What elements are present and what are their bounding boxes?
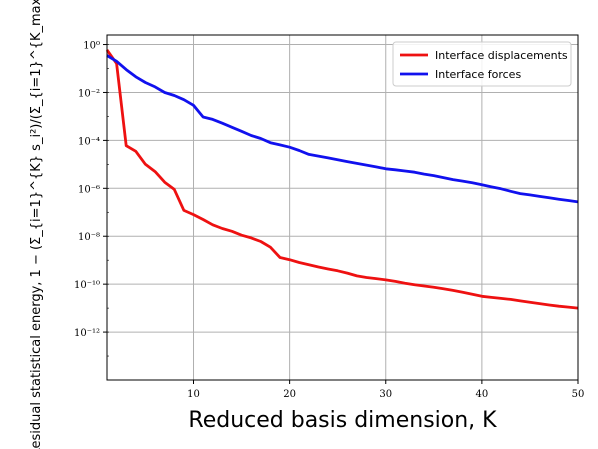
legend-box xyxy=(392,41,572,87)
axis-ticks: 10 20 30 40 50 10⁰ 10⁻² 10⁻⁴ 10⁻⁶ 10⁻⁸ 10⁻¹⁰ 10⁻¹² xyxy=(74,41,584,400)
y-tick-label: 10⁻⁶ xyxy=(78,184,100,195)
y-axis-label-text: Residual statistical energy, 1 − (Σ_{i=1… xyxy=(29,0,44,449)
y-tick-label: 10⁻² xyxy=(78,88,100,99)
series-lines xyxy=(105,49,579,310)
x-tick-label: 40 xyxy=(476,389,489,400)
legend-label-2: Interface forces xyxy=(435,68,521,81)
legend: Interface displacements Interface forces xyxy=(392,41,572,87)
plot-frame xyxy=(106,34,579,381)
y-tick-label: 10⁻¹⁰ xyxy=(74,280,100,291)
x-tick-label: 10 xyxy=(187,389,200,400)
y-tick-label: 10⁻⁴ xyxy=(78,136,100,147)
grid-lines xyxy=(107,35,579,380)
x-axis-label: Reduced basis dimension, K xyxy=(188,408,497,433)
x-tick-label: 30 xyxy=(379,389,392,400)
series-line-1 xyxy=(105,49,579,310)
y-axis-label: Residual statistical energy, 1 − (Σ_{i=1… xyxy=(29,0,44,449)
y-tick-label: 10⁻¹² xyxy=(74,328,100,339)
x-tick-label: 50 xyxy=(572,389,585,400)
series-line-2 xyxy=(106,54,579,204)
x-tick-label: 20 xyxy=(283,389,296,400)
legend-label-1: Interface displacements xyxy=(435,49,568,62)
y-tick-label: 10⁻⁸ xyxy=(78,232,100,243)
y-tick-label: 10⁰ xyxy=(83,41,100,52)
